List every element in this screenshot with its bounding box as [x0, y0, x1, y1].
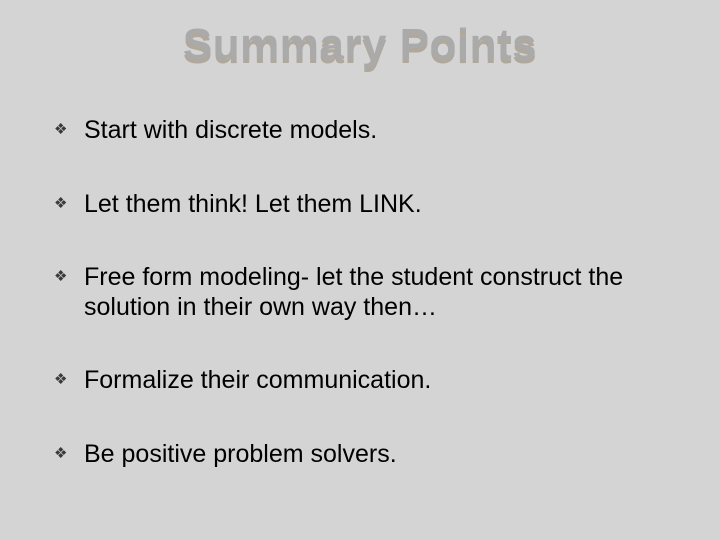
item-text: Formalize their communication.	[84, 366, 672, 396]
item-text: Start with discrete models.	[84, 116, 672, 146]
diamond-bullet-icon: ❖	[54, 116, 84, 144]
diamond-bullet-icon: ❖	[54, 440, 84, 468]
item-text: Let them think! Let them LINK.	[84, 190, 672, 220]
list-item: ❖ Start with discrete models.	[54, 116, 672, 146]
diamond-bullet-icon: ❖	[54, 263, 84, 291]
diamond-bullet-icon: ❖	[54, 190, 84, 218]
item-text: Be positive problem solvers.	[84, 440, 672, 470]
slide: Summary Points Summary Points ❖ Start wi…	[0, 0, 720, 540]
list-item: ❖ Be positive problem solvers.	[54, 440, 672, 470]
title-text: Summary Points	[48, 20, 672, 70]
bullet-list: ❖ Start with discrete models. ❖ Let them…	[48, 116, 672, 469]
list-item: ❖ Let them think! Let them LINK.	[54, 190, 672, 220]
slide-title: Summary Points Summary Points	[48, 18, 672, 98]
list-item: ❖ Free form modeling- let the student co…	[54, 263, 672, 322]
item-text: Free form modeling- let the student cons…	[84, 263, 672, 322]
list-item: ❖ Formalize their communication.	[54, 366, 672, 396]
diamond-bullet-icon: ❖	[54, 366, 84, 394]
